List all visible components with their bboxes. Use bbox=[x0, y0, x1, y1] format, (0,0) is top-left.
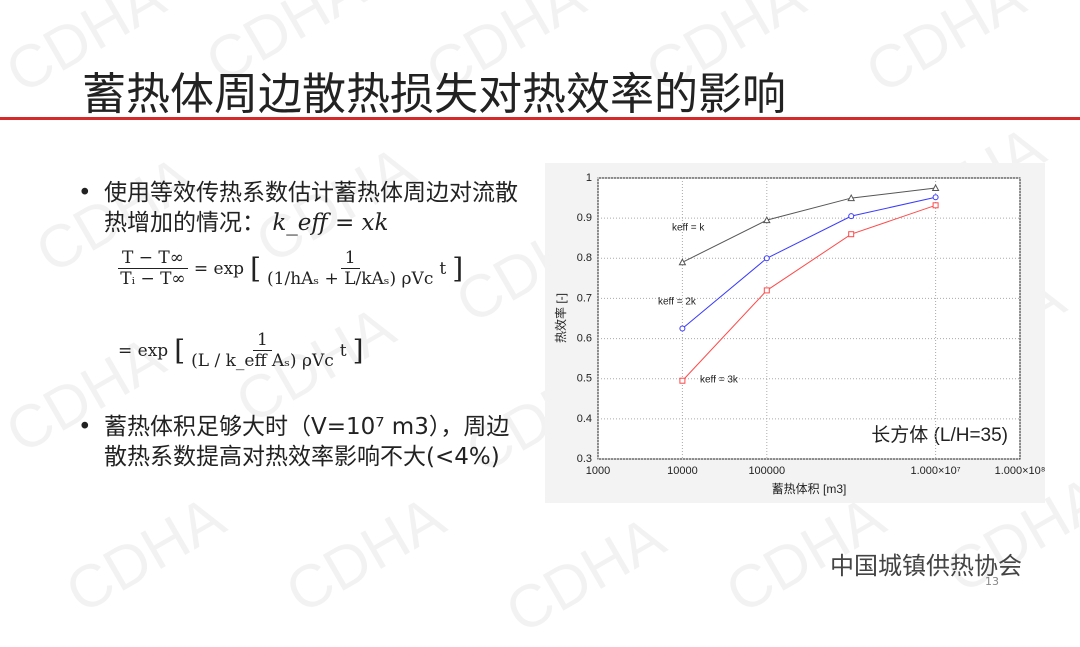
point bbox=[679, 377, 686, 384]
slide: CDHA CDHA CDHA CDHA CDHA CDHA CDHA CDHA CDHA CDHA… bbox=[0, 0, 1080, 608]
eq-text: = exp bbox=[193, 258, 245, 279]
point bbox=[932, 202, 939, 209]
x-tick-label: 1.000×10⁷ bbox=[911, 465, 961, 477]
x-tick-label: 1000 bbox=[586, 465, 610, 477]
y-tick-label: 1 bbox=[586, 172, 592, 184]
x-axis-label: 蓄热体积 [m3] bbox=[772, 482, 847, 496]
page-number: 13 bbox=[985, 575, 999, 588]
x-tick-label: 100000 bbox=[748, 465, 785, 477]
bullet-text: 蓄热体积足够大时（V=10⁷ m3），周边散热系数提高对热效率影响不大(<4%) bbox=[104, 414, 510, 470]
eq-text: t bbox=[339, 340, 347, 361]
point bbox=[848, 213, 855, 220]
x-tick-label: 10000 bbox=[667, 465, 698, 477]
eq-text: (1/hAₛ + L/kAₛ) ρVc bbox=[267, 269, 434, 289]
series-line bbox=[682, 196, 936, 329]
series-label: keff = 2k bbox=[658, 297, 697, 308]
y-tick-label: 0.9 bbox=[577, 212, 592, 224]
point bbox=[763, 287, 770, 294]
eq-text: Tᵢ − T∞ bbox=[120, 269, 186, 289]
equation: = exp [ 1 (L / k_eff Aₛ) ρVc t ] bbox=[118, 330, 364, 371]
annotation: 长方体 (L/H=35) bbox=[871, 424, 1008, 446]
bullet-math: k_eff = xk bbox=[272, 210, 389, 236]
point bbox=[679, 325, 686, 332]
series-line bbox=[682, 204, 936, 382]
plot-area bbox=[597, 177, 1021, 460]
y-tick-label: 0.7 bbox=[577, 292, 592, 304]
y-tick-label: 0.4 bbox=[577, 413, 592, 425]
bullet: 蓄热体积足够大时（V=10⁷ m3），周边散热系数提高对热效率影响不大(<4%) bbox=[78, 412, 530, 472]
series-label: keff = k bbox=[672, 223, 705, 234]
eq-text: 1 bbox=[253, 330, 272, 351]
title-rule bbox=[0, 117, 1080, 120]
eq-text: = exp bbox=[118, 340, 169, 361]
point bbox=[848, 231, 855, 238]
point bbox=[763, 255, 770, 262]
y-axis-label: 热效率 [-] bbox=[553, 293, 568, 343]
bullet-text: 使用等效传热系数估计蓄热体周边对流散热增加的情况： bbox=[104, 180, 518, 236]
point bbox=[931, 183, 940, 192]
series-label: keff = 3k bbox=[700, 375, 739, 386]
y-tick-label: 0.6 bbox=[577, 332, 592, 344]
point bbox=[762, 216, 771, 224]
eq-text: T − T∞ bbox=[118, 248, 188, 269]
equation: T − T∞ Tᵢ − T∞ = exp [ 1 (1/hAₛ + L/kAₛ) ρ… bbox=[118, 248, 463, 289]
point bbox=[678, 258, 687, 266]
bullet: 使用等效传热系数估计蓄热体周边对流散热增加的情况： k_eff = xk bbox=[78, 178, 540, 238]
y-tick-label: 0.5 bbox=[577, 373, 592, 385]
point bbox=[847, 194, 856, 202]
eq-text: (L / k_eff Aₛ) ρVc bbox=[191, 351, 334, 371]
y-tick-label: 0.3 bbox=[577, 453, 592, 465]
x-tick-label: 1.000×10⁸ bbox=[995, 465, 1046, 477]
footer: 中国城镇供热协会 bbox=[830, 552, 1022, 580]
series-line bbox=[682, 187, 936, 263]
eq-text: t bbox=[439, 258, 447, 279]
point bbox=[932, 194, 939, 201]
eq-text: 1 bbox=[340, 248, 360, 269]
y-tick-label: 0.8 bbox=[577, 252, 592, 264]
slide-title: 蓄热体周边散热损失对热效率的影响 bbox=[82, 69, 786, 120]
chart: 蓄热体积 [m3] 热效率 [-] 长方体 (L/H=35) 0.3 0.4 0.5… bbox=[545, 163, 1046, 503]
